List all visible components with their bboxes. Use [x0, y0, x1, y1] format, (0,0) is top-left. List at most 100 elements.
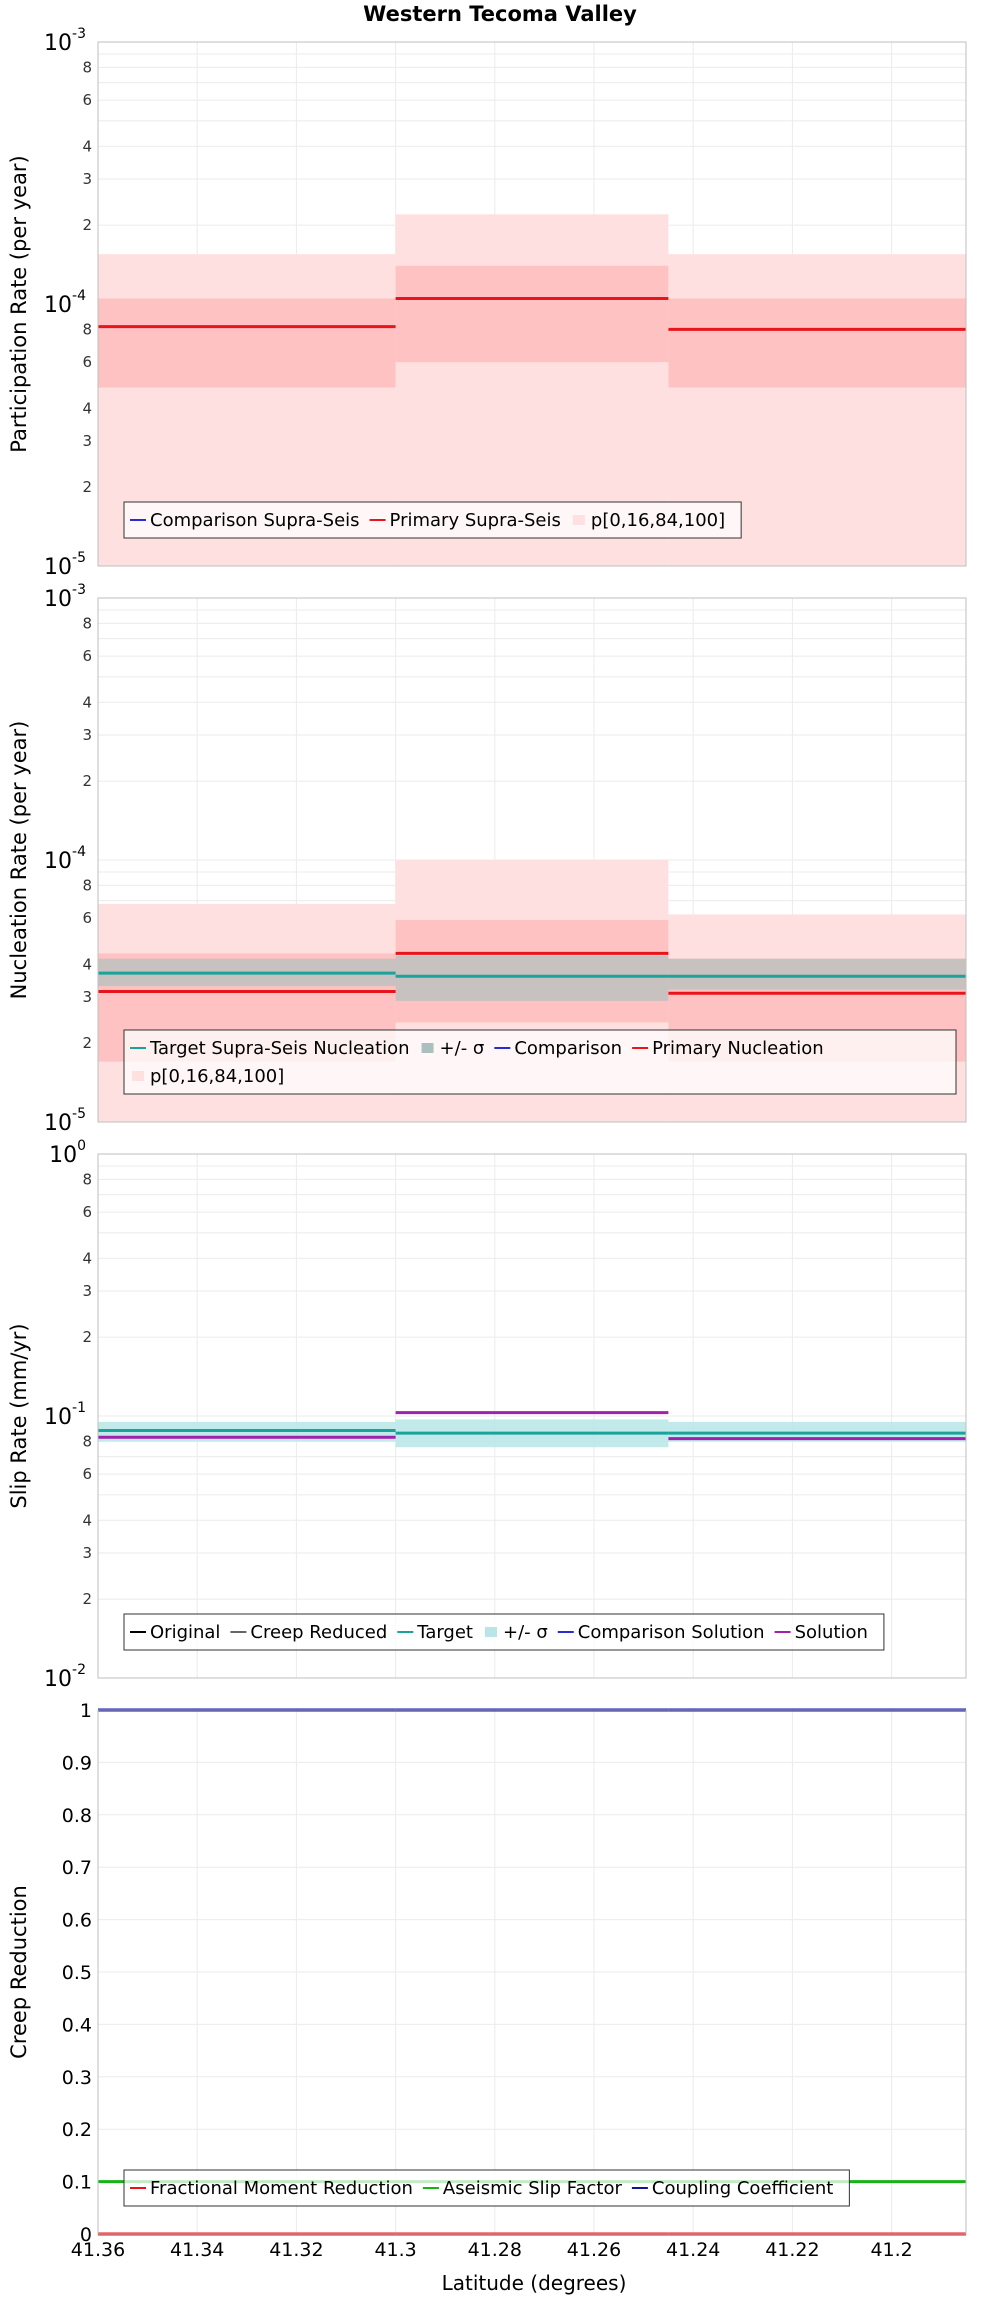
- y-tick-label: 4: [82, 693, 92, 711]
- y-tick-label: 8: [82, 320, 92, 338]
- legend: Fractional Moment Reduction Aseismic Slip…: [123, 2169, 850, 2207]
- y-tick-label: 2: [82, 1328, 92, 1346]
- y-axis-label: Slip Rate (mm/yr): [7, 1323, 31, 1508]
- plot-frame: [97, 41, 967, 567]
- legend-label: +/- σ: [440, 1038, 485, 1059]
- y-tick-label: 0.8: [62, 1805, 92, 1827]
- legend-swatch: [572, 515, 585, 525]
- legend-swatch: [421, 1043, 434, 1053]
- legend-box: [123, 1029, 957, 1095]
- y-tick-label: 10-5: [44, 550, 86, 580]
- sigma-band: [395, 956, 669, 1001]
- y-tick-label: 4: [82, 137, 92, 155]
- plot-frame: [97, 1709, 967, 2235]
- legend-label: p[0,16,84,100]: [150, 1066, 284, 1087]
- y-tick-label: 3: [82, 1282, 92, 1300]
- y-tick-label: 1: [80, 1700, 92, 1722]
- sigma-band: [668, 958, 966, 990]
- y-tick-label: 6: [82, 91, 92, 109]
- legend-label: Primary Nucleation: [652, 1038, 824, 1059]
- y-tick-label: 100: [49, 1138, 86, 1168]
- y-axis-label: Nucleation Rate (per year): [7, 721, 31, 1000]
- legend-label: +/- σ: [503, 1622, 548, 1643]
- panel-slip-rate: 10-2 2 3 4 6 8 10-1 2 3 4 6 8 100 Slip Rate (mm/yr) Or…: [7, 1138, 967, 1692]
- percentile-band-inner: [668, 298, 966, 388]
- y-tick-label: 6: [82, 647, 92, 665]
- panel-nucleation: 10-5 2 3 4 6 8 10-4 2 3 4 6 8 10-3 Nucleation Rate (p…: [7, 582, 967, 1136]
- legend-swatch: [484, 1627, 497, 1637]
- y-tick-exponent: -4: [72, 844, 86, 860]
- y-tick-label: 3: [82, 726, 92, 744]
- y-tick-label: 3: [82, 170, 92, 188]
- y-tick-exponent: -3: [72, 26, 86, 42]
- percentile-band-inner: [98, 298, 396, 388]
- y-tick-label: 3: [82, 988, 92, 1006]
- y-tick-label: 10-1: [44, 1400, 86, 1430]
- x-tick-label: 41.36: [71, 2239, 125, 2261]
- y-tick-label: 4: [82, 399, 92, 417]
- sigma-band: [668, 1421, 966, 1442]
- y-tick-exponent: 0: [77, 1138, 86, 1154]
- y-tick-label: 3: [82, 432, 92, 450]
- y-tick-label: 3: [82, 1544, 92, 1562]
- y-tick-label: 10-3: [44, 26, 86, 56]
- panel-participation: 10-5 2 3 4 6 8 10-4 2 3 4 6 8 10-3 Participation Rate…: [7, 26, 967, 580]
- y-tick-label: 8: [82, 1170, 92, 1188]
- y-tick-label: 10-2: [44, 1662, 86, 1692]
- percentile-band-inner: [395, 265, 669, 363]
- legend-swatch: [132, 1071, 144, 1081]
- legend-label: Target Supra-Seis Nucleation: [149, 1038, 410, 1059]
- y-tick-label: 10-4: [44, 844, 86, 874]
- y-tick-label: 0.2: [62, 2119, 92, 2141]
- y-axis-label: Creep Reduction: [7, 1885, 31, 2059]
- legend-label: Creep Reduced: [250, 1622, 387, 1643]
- legend-label: Comparison Solution: [578, 1622, 765, 1643]
- y-tick-label: 0.5: [62, 1962, 92, 1984]
- y-tick-label: 2: [82, 478, 92, 496]
- legend-label: Primary Supra-Seis: [390, 510, 561, 531]
- y-tick-label: 2: [82, 772, 92, 790]
- y-tick-label: 4: [82, 1511, 92, 1529]
- y-tick-label: 4: [82, 955, 92, 973]
- y-tick-exponent: -5: [72, 1106, 86, 1122]
- x-tick-label: 41.22: [765, 2239, 819, 2261]
- y-tick-exponent: -4: [72, 288, 86, 304]
- y-tick-label: 0.6: [62, 1910, 92, 1932]
- y-tick-label: 8: [82, 1432, 92, 1450]
- x-tick-label: 41.24: [666, 2239, 720, 2261]
- y-tick-label: 8: [82, 58, 92, 76]
- y-tick-label: 2: [82, 1590, 92, 1608]
- y-tick-exponent: -3: [72, 582, 86, 598]
- y-tick-label: 10-5: [44, 1106, 86, 1136]
- x-axis-label: Latitude (degrees): [441, 2271, 627, 2295]
- legend-box: [123, 501, 742, 539]
- y-tick-label: 0.4: [62, 2014, 92, 2036]
- legend-label: Solution: [795, 1622, 868, 1643]
- legend: Comparison Supra-Seis Primary Supra-Seis p…: [123, 501, 742, 539]
- legend-label: Comparison Supra-Seis: [150, 510, 360, 531]
- legend-label: Target: [416, 1622, 473, 1643]
- x-tick-label: 41.32: [269, 2239, 323, 2261]
- plot-frame: [97, 597, 967, 1123]
- chart-title: Western Tecoma Valley: [363, 2, 637, 26]
- y-tick-label: 10-4: [44, 288, 86, 318]
- y-tick-label: 8: [82, 614, 92, 632]
- x-tick-label: 41.26: [567, 2239, 621, 2261]
- y-tick-label: 4: [82, 1249, 92, 1267]
- y-tick-exponent: -2: [72, 1662, 86, 1678]
- panel-creep-reduction: 0 0.1 0.2 0.3 0.4 0.5 0.6 0.7 0.8 0.9 1 Creep Reduc…: [7, 1700, 967, 2246]
- y-tick-label: 6: [82, 1203, 92, 1221]
- legend-label: Comparison: [514, 1038, 622, 1059]
- y-tick-label: 0.7: [62, 1857, 92, 1879]
- legend-box: [123, 1613, 885, 1651]
- y-tick-label: 8: [82, 876, 92, 894]
- x-tick-label: 41.3: [374, 2239, 416, 2261]
- legend-label: Original: [150, 1622, 220, 1643]
- y-tick-label: 6: [82, 1465, 92, 1483]
- y-tick-label: 6: [82, 909, 92, 927]
- legend-box: [123, 2169, 850, 2207]
- legend: Original Creep Reduced Target +/- σ Comparis…: [123, 1613, 885, 1651]
- legend-label: Fractional Moment Reduction: [150, 2178, 413, 2199]
- y-tick-exponent: -1: [72, 1400, 86, 1416]
